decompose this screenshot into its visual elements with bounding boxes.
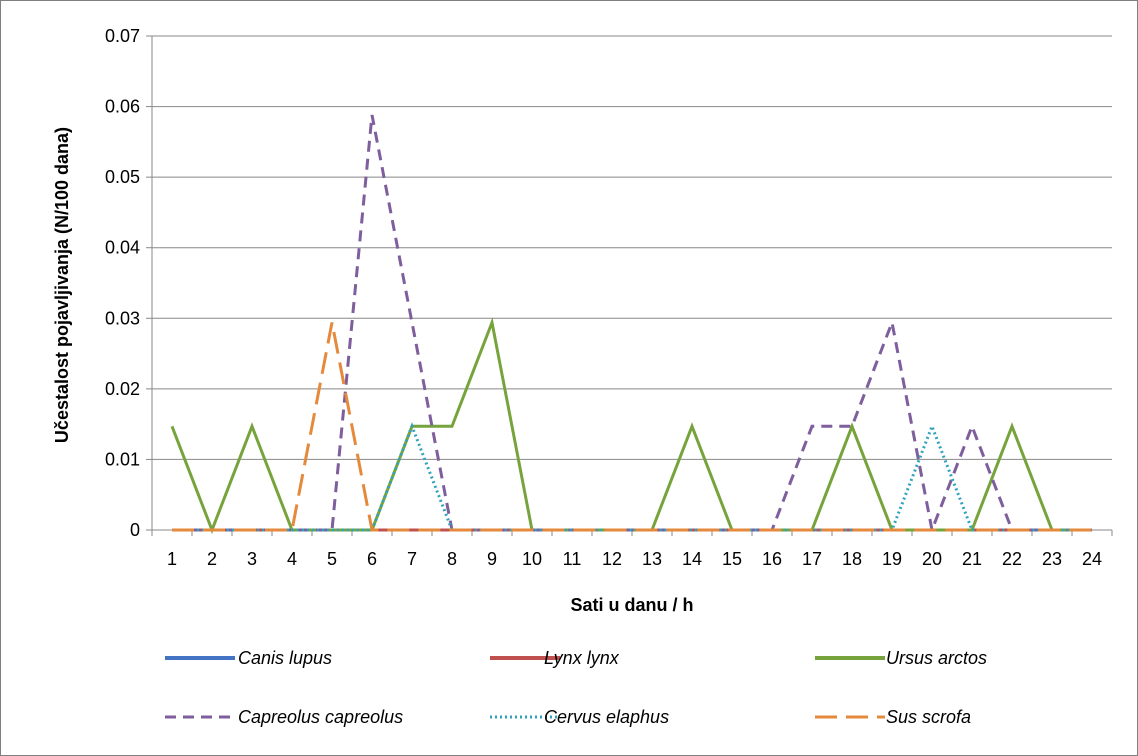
x-tick-label: 15 — [722, 549, 742, 569]
x-tick-label: 22 — [1002, 549, 1022, 569]
y-tick-label: 0.03 — [105, 308, 140, 328]
x-tick-label: 12 — [602, 549, 622, 569]
y-tick-label: 0.02 — [105, 379, 140, 399]
x-tick-label: 18 — [842, 549, 862, 569]
x-tick-label: 1 — [167, 549, 177, 569]
legend-label-cervus-elaphus: Cervus elaphus — [544, 707, 669, 727]
x-tick-label: 3 — [247, 549, 257, 569]
series-line-cervus-elaphus — [172, 422, 1092, 532]
x-tick-label: 7 — [407, 549, 417, 569]
x-tick-label: 16 — [762, 549, 782, 569]
x-axis-title: Sati u danu / h — [570, 595, 693, 615]
legend-label-lynx-lynx: Lynx lynx — [544, 648, 620, 668]
x-tick-label: 4 — [287, 549, 297, 569]
x-tick-label: 2 — [207, 549, 217, 569]
series-lines — [170, 114, 1092, 536]
legend-label-sus-scrofa: Sus scrofa — [886, 707, 971, 727]
x-axis-ticks: 1 2 3 4 5 6 7 8 9 10 11 12 13 14 15 16 17 18 19 20 21 22 23 24 — [151, 530, 1113, 569]
legend-label-ursus-arctos: Ursus arctos — [886, 648, 987, 668]
x-tick-label: 24 — [1082, 549, 1102, 569]
y-tick-label: 0.05 — [105, 167, 140, 187]
series-line-ursus-arctos — [170, 317, 1092, 535]
x-tick-label: 21 — [962, 549, 982, 569]
y-tick-label: 0 — [130, 520, 140, 540]
y-tick-label: 0.06 — [105, 97, 140, 117]
legend-label-capreolus-capreolus: Capreolus capreolus — [238, 707, 403, 727]
series-line-capreolus-capreolus — [172, 114, 1092, 536]
x-tick-label: 17 — [802, 549, 822, 569]
x-tick-label: 23 — [1042, 549, 1062, 569]
x-tick-label: 10 — [522, 549, 542, 569]
x-tick-label: 19 — [882, 549, 902, 569]
x-tick-label: 8 — [447, 549, 457, 569]
y-tick-label: 0.01 — [105, 449, 140, 469]
x-tick-label: 13 — [642, 549, 662, 569]
gridlines — [151, 35, 1112, 531]
x-tick-label: 14 — [682, 549, 702, 569]
x-tick-label: 20 — [922, 549, 942, 569]
x-tick-label: 11 — [563, 549, 582, 569]
y-axis-title: Učestalost pojavljivanja (N/100 dana) — [52, 127, 72, 443]
x-tick-label: 9 — [487, 549, 497, 569]
y-axis-ticks: 0 0.01 0.02 0.03 0.04 0.05 0.06 0.07 — [105, 26, 152, 540]
y-tick-label: 0.04 — [105, 238, 140, 258]
legend: Canis lupus Lynx lynx Ursus arctos Capreolu… — [165, 648, 987, 727]
x-tick-label: 6 — [367, 549, 377, 569]
y-tick-label: 0.07 — [105, 26, 140, 46]
series-line-sus-scrofa — [172, 322, 1092, 532]
x-tick-label: 5 — [327, 549, 337, 569]
legend-label-canis-lupus: Canis lupus — [238, 648, 332, 668]
